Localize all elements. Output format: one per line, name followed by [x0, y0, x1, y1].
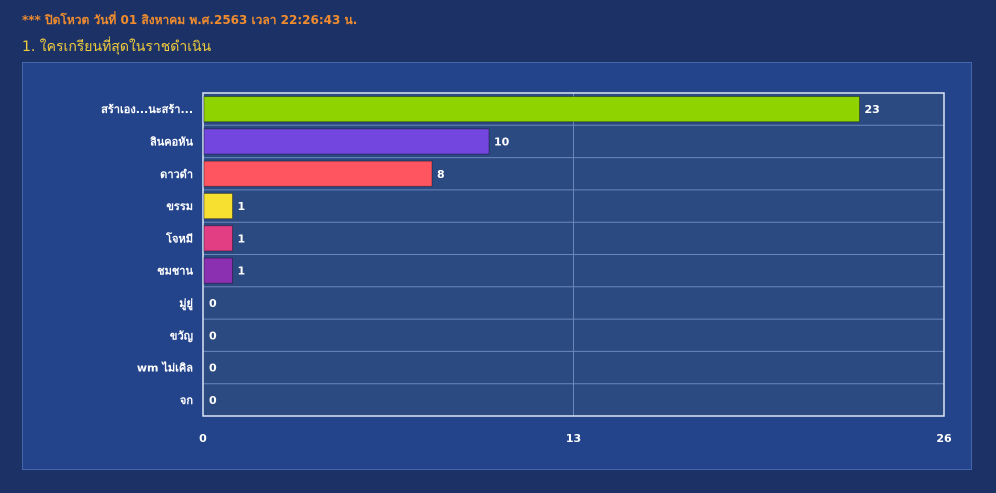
- category-label: ดาวดำ: [160, 168, 193, 181]
- category-label: จก: [180, 394, 193, 407]
- category-label: สร้าเอง...นะสร้า...: [101, 103, 193, 116]
- bar: [203, 128, 490, 155]
- bar: [203, 192, 233, 220]
- value-label: 0: [209, 297, 217, 310]
- category-label: ลินคอหัน: [150, 135, 194, 148]
- plot-frame: [202, 92, 945, 417]
- category-label: wm ไม่เคิล: [137, 361, 193, 375]
- x-tick-label: 13: [566, 432, 581, 445]
- value-label: 0: [209, 394, 217, 407]
- x-tick-label: 26: [936, 432, 952, 445]
- value-label: 10: [494, 135, 510, 148]
- value-label: 1: [238, 200, 246, 213]
- bar: [203, 225, 233, 252]
- x-tick-label: 0: [199, 432, 207, 445]
- value-label: 23: [865, 103, 880, 116]
- chart-panel: สร้าเอง...นะสร้า... 23 ลินคอหัน 10 ดาวดำ 8 ขรร…: [22, 62, 972, 470]
- bar: [203, 96, 860, 123]
- category-label: ชมชาน: [157, 265, 193, 278]
- value-label: 8: [437, 168, 445, 181]
- value-label: 1: [238, 265, 246, 278]
- category-label: โจหมี: [165, 231, 193, 245]
- bar: [203, 257, 233, 284]
- question-title: 1. ใครเกรียนที่สุดในราชดำเนิน: [22, 39, 212, 55]
- value-label: 0: [209, 362, 217, 375]
- bar: [203, 160, 433, 187]
- value-label: 0: [209, 329, 217, 342]
- category-label: ขรรม: [166, 200, 193, 213]
- value-label: 1: [238, 232, 246, 245]
- vote-closed-notice: *** ปิดโหวต วันที่ 01 สิงหาคม พ.ศ.2563 เ…: [22, 13, 358, 27]
- category-label: มู่ยู่: [179, 297, 193, 311]
- category-label: ขวัญ: [170, 329, 193, 342]
